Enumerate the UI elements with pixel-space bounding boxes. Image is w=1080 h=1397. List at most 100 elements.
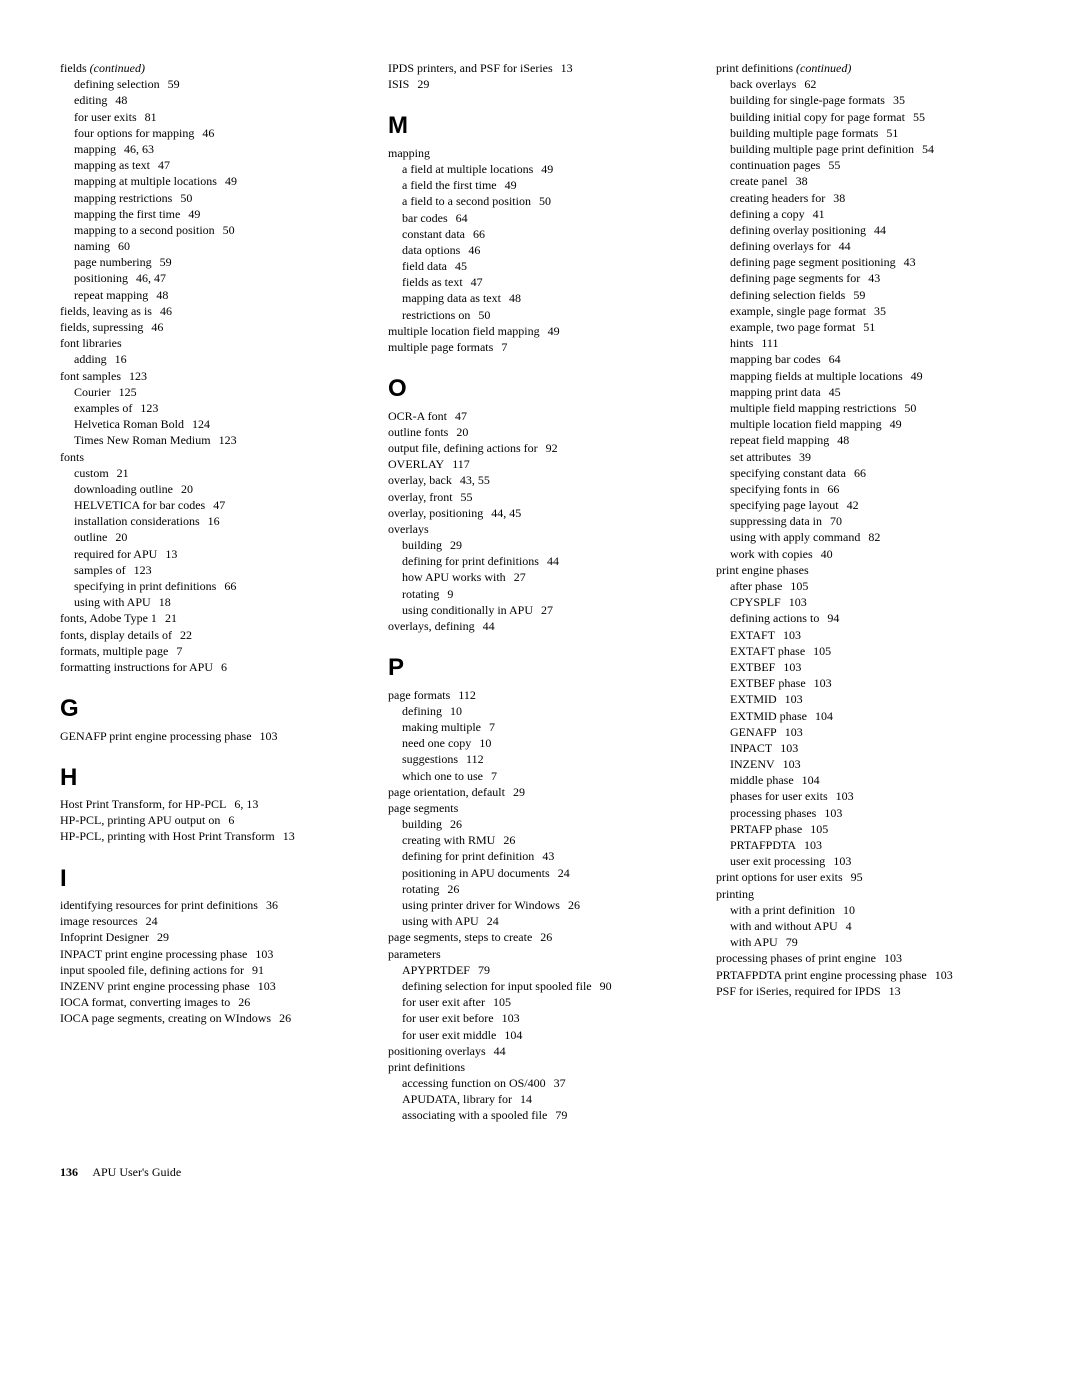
entry-text: fonts <box>60 450 84 464</box>
index-entry: mapping46, 63 <box>60 141 364 157</box>
entry-text: middle phase <box>730 773 794 787</box>
index-entry: fields, supressing46 <box>60 319 364 335</box>
index-entry: using with APU18 <box>60 594 364 610</box>
entry-text: PRTAFPDTA print engine processing phase <box>716 968 927 982</box>
entry-text: user exit processing <box>730 854 825 868</box>
index-entry: building26 <box>388 816 692 832</box>
page-ref: 29 <box>450 538 462 552</box>
page-ref: 24 <box>558 866 570 880</box>
entry-text: processing phases <box>730 806 816 820</box>
index-entry: fonts, Adobe Type 121 <box>60 610 364 626</box>
page-ref: 94 <box>827 611 839 625</box>
entry-text: naming <box>74 239 110 253</box>
page-ref: 13 <box>889 984 901 998</box>
entry-text: EXTAFT phase <box>730 644 805 658</box>
entry-text: INPACT <box>730 741 772 755</box>
index-entry: phases for user exits103 <box>716 788 1020 804</box>
entry-text: samples of <box>74 563 126 577</box>
index-columns: fields (continued)defining selection59ed… <box>60 60 1020 1124</box>
page-ref: 46, 47 <box>136 271 166 285</box>
page-ref: 54 <box>922 142 934 156</box>
page-ref: 66 <box>473 227 485 241</box>
entry-text: Helvetica Roman Bold <box>74 417 184 431</box>
index-entry: repeat mapping48 <box>60 287 364 303</box>
entry-text: GENAFP print engine processing phase <box>60 729 252 743</box>
entry-text: mapping bar codes <box>730 352 821 366</box>
entry-text: fields <box>60 61 87 75</box>
page-ref: 103 <box>789 595 807 609</box>
entry-text: back overlays <box>730 77 796 91</box>
index-entry: specifying page layout42 <box>716 497 1020 513</box>
entry-text: building for single-page formats <box>730 93 885 107</box>
page-ref: 6 <box>221 660 227 674</box>
index-entry: building29 <box>388 537 692 553</box>
page-ref: 103 <box>258 979 276 993</box>
index-entry: defining actions to 94 <box>716 610 1020 626</box>
page-ref: 55 <box>913 110 925 124</box>
entry-text: OVERLAY <box>388 457 444 471</box>
page-ref: 44 <box>547 554 559 568</box>
page-ref: 10 <box>843 903 855 917</box>
index-entry: with a print definition 10 <box>716 902 1020 918</box>
index-entry: rotating9 <box>388 586 692 602</box>
entry-text: defining <box>402 704 442 718</box>
page-ref: 22 <box>180 628 192 642</box>
page-ref: 40 <box>821 547 833 561</box>
entry-text: editing <box>74 93 107 107</box>
entry-text: EXTBEF phase <box>730 676 806 690</box>
entry-text: making multiple <box>402 720 481 734</box>
footer-title: APU User's Guide <box>92 1165 181 1179</box>
index-entry: multiple location field mapping49 <box>388 323 692 339</box>
entry-text: EXTMID <box>730 692 777 706</box>
index-entry: back overlays 62 <box>716 76 1020 92</box>
entry-text: CPYSPLF <box>730 595 781 609</box>
page-ref: 90 <box>600 979 612 993</box>
index-entry: defining a copy41 <box>716 206 1020 222</box>
index-entry: parameters <box>388 946 692 962</box>
page-ref: 26 <box>568 898 580 912</box>
entry-text: defining actions to <box>730 611 819 625</box>
index-entry: mapping data as text48 <box>388 290 692 306</box>
index-entry: example, single page format35 <box>716 303 1020 319</box>
entry-text: font libraries <box>60 336 122 350</box>
index-entry: OVERLAY117 <box>388 456 692 472</box>
page-ref: 111 <box>761 336 778 350</box>
index-entry: print definitions <box>388 1059 692 1075</box>
entry-text: using with APU <box>74 595 151 609</box>
section-letter: O <box>388 373 692 405</box>
page-ref: 24 <box>487 914 499 928</box>
page-ref: 21 <box>117 466 129 480</box>
entry-text: defining selection for input spooled fil… <box>402 979 592 993</box>
index-entry: Host Print Transform, for HP-PCL6, 13 <box>60 796 364 812</box>
index-entry: defining selection for input spooled fil… <box>388 978 692 994</box>
entry-text: examples of <box>74 401 132 415</box>
entry-text: positioning in APU documents <box>402 866 550 880</box>
index-entry: continuation pages55 <box>716 157 1020 173</box>
page-ref: 112 <box>466 752 484 766</box>
index-entry: for user exit after105 <box>388 994 692 1010</box>
entry-text: positioning overlays <box>388 1044 486 1058</box>
index-entry: data options46 <box>388 242 692 258</box>
index-entry: how APU works with27 <box>388 569 692 585</box>
section-letter: P <box>388 652 692 684</box>
index-entry: specifying constant data66 <box>716 465 1020 481</box>
page-ref: 26 <box>540 930 552 944</box>
entry-text: mapping print data <box>730 385 821 399</box>
index-entry: fields, leaving as is46 <box>60 303 364 319</box>
page-ref: 49 <box>225 174 237 188</box>
index-entry: middle phase104 <box>716 772 1020 788</box>
entry-text: overlays, defining <box>388 619 475 633</box>
index-entry: processing phases of print engine103 <box>716 950 1020 966</box>
entry-text: print engine phases <box>716 563 809 577</box>
page-ref: 13 <box>283 829 295 843</box>
index-entry: print engine phases <box>716 562 1020 578</box>
entry-text: page numbering <box>74 255 152 269</box>
page-ref: 62 <box>804 77 816 91</box>
entry-text: accessing function on OS/400 <box>402 1076 546 1090</box>
entry-text: with a print definition <box>730 903 835 917</box>
page-ref: 29 <box>417 77 429 91</box>
page-ref: 29 <box>157 930 169 944</box>
index-entry: Helvetica Roman Bold124 <box>60 416 364 432</box>
page-ref: 49 <box>541 162 553 176</box>
entry-text: specifying constant data <box>730 466 846 480</box>
